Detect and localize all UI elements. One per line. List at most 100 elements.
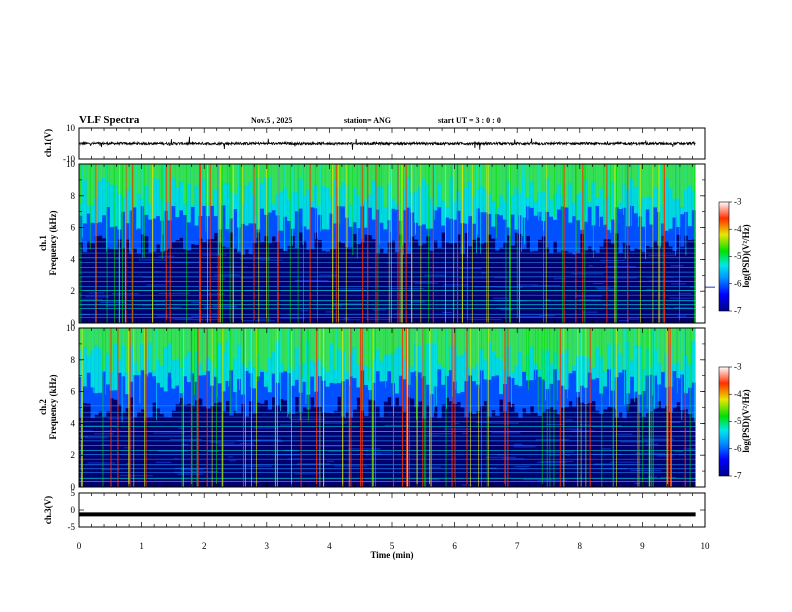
spectrogram-cell: [514, 164, 519, 230]
spectrogram-cell: [129, 328, 134, 382]
spectrogram-cell: [213, 328, 219, 369]
spectrogram-cell: [684, 328, 689, 394]
spectrogram-cell: [398, 328, 404, 376]
spectrogram-cell: [529, 164, 535, 208]
spectrogram-cell: [267, 164, 273, 178]
y-tick-label: 8: [71, 355, 76, 365]
spectrogram-cell: [344, 164, 350, 186]
station-label: station= ANG: [344, 116, 391, 125]
spectrogram-cell: [518, 315, 543, 318]
spectrogram-cell: [333, 164, 338, 224]
spectrogram-cell: [395, 164, 400, 205]
spectrogram-cell: [283, 328, 288, 372]
spectrogram-cell: [565, 428, 581, 430]
spectrogram-cell: [406, 164, 411, 255]
x-tick-label: 10: [701, 541, 711, 551]
spectrogram-cell: [136, 164, 142, 194]
spectrogram-cell: [479, 164, 485, 187]
spectrogram-cell: [341, 164, 346, 207]
spectrogram-cell: [82, 298, 103, 300]
spectrogram-cell: [86, 164, 91, 206]
spectrogram-cell: [190, 164, 196, 205]
spectrogram-cell: [398, 328, 404, 347]
spectrogram-cell: [536, 439, 570, 441]
spectrogram-cell: [459, 277, 487, 279]
spectrogram-cell: [271, 164, 276, 204]
spectrogram-cell: [545, 164, 550, 179]
spectrogram-cell: [152, 164, 157, 219]
time-axis-label: Time (min): [370, 550, 413, 560]
spectrogram-cell: [495, 307, 511, 309]
spectrogram-cell: [109, 328, 115, 373]
spectrogram-cell: [610, 461, 641, 463]
spectrogram-cell: [279, 164, 284, 193]
spectrogram-cell: [94, 328, 99, 345]
spectrogram-cell: [329, 328, 334, 383]
spectrogram-cell: [460, 328, 465, 355]
spectrogram-cell: [156, 164, 161, 180]
spectrogram-cell: [468, 164, 473, 217]
x-tick-label: 3: [265, 541, 270, 551]
spectrogram-cell: [506, 164, 512, 228]
spectrogram-cell: [576, 328, 581, 392]
spectrogram-cell: [379, 328, 384, 361]
spectrogram-cell: [136, 328, 142, 372]
spectrogram-cell: [352, 164, 357, 223]
spectrogram-cell: [207, 293, 225, 295]
spectrogram-cell: [491, 328, 496, 377]
spectrogram-cell: [460, 328, 465, 392]
ch2-colorbar: -3 -4 -5 -6 -7 log(PSD)(V²/Hz): [718, 362, 751, 481]
spectrogram-cell: [256, 164, 261, 178]
spectrogram-cell: [237, 164, 242, 186]
y-tick-label: 10: [66, 323, 76, 333]
spectrogram-cell: [545, 299, 551, 301]
spectrogram-cell: [506, 328, 512, 377]
spectrogram-cell: [271, 328, 276, 352]
y-tick-label: 2: [71, 450, 76, 460]
y-tick-label: 0: [71, 482, 76, 492]
spectrogram-cell: [537, 479, 568, 481]
spectrogram-cell: [248, 164, 253, 181]
ch3-waveform-panel: 5 0 -5 ch.3(V): [43, 488, 706, 532]
spectrogram-cell: [565, 454, 571, 456]
spectrogram-cell: [479, 328, 485, 371]
spectrogram-cell: [144, 164, 149, 215]
spectrogram-cell: [603, 164, 608, 199]
spectrogram-cell: [148, 164, 153, 205]
spectrogram-cell: [687, 164, 693, 186]
spectrogram-cell: [415, 282, 439, 284]
spectrogram-cell: [348, 164, 354, 205]
spectrogram-cell: [167, 328, 172, 373]
spectrogram-cell: [418, 164, 423, 187]
spectrogram-cell: [113, 328, 118, 391]
y-tick-label: 8: [71, 191, 76, 201]
spectrogram-cell: [252, 328, 257, 368]
ch1-spectrogram-channel-label: ch.1: [38, 235, 48, 251]
spectrogram-cell: [549, 164, 554, 201]
spectrogram-cell: [669, 297, 699, 299]
spectrogram-cell: [170, 261, 203, 263]
spectrogram-cell: [425, 328, 431, 344]
spectrogram-cell: [496, 454, 506, 456]
spectrogram-cell: [102, 164, 107, 178]
spectrogram-cell: [414, 164, 419, 223]
spectrogram-cell: [633, 164, 639, 214]
ch1-waveform-panel: 10 -10 ch.1(V): [43, 123, 706, 164]
spectrogram-cell: [183, 328, 188, 357]
ch1-spectrogram-panel: 0 2 4 6 8 10 ch.1 Frequency (kHz) -3 -4 -5 -6 -7 …: [38, 159, 751, 328]
spectrogram-cell: [206, 328, 211, 359]
ch1-waveform-yticks: 10 -10: [63, 123, 705, 164]
spectrogram-cell: [373, 309, 387, 311]
spectrogram-cell: [144, 280, 173, 282]
spectrogram-cell: [352, 328, 357, 379]
spectrogram-cell: [221, 328, 226, 392]
colorbar-tick-label: -4: [734, 224, 742, 234]
spectrogram-cell: [448, 328, 454, 347]
spectrogram-cell: [94, 433, 115, 435]
spectrogram-cell: [618, 320, 630, 322]
spectrogram-cell: [335, 319, 361, 321]
spectrogram-cell: [687, 164, 693, 227]
spectrogram-cell: [279, 164, 284, 231]
spectrogram-cell: [190, 328, 196, 371]
